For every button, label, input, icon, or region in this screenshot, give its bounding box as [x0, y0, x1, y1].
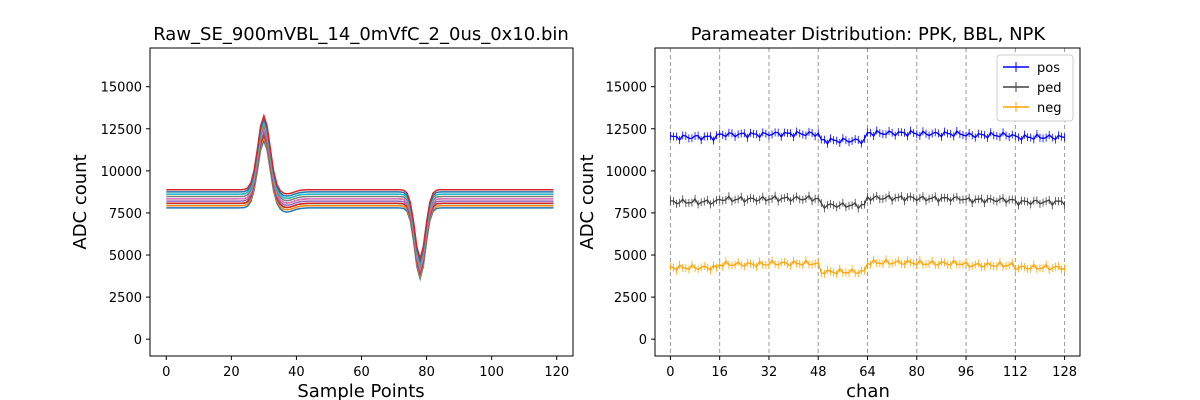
waveform-line: [166, 116, 554, 264]
plot-area: 0 20 40 60 80 100 120 0 2500 5000 7500 10000 12500 15…: [101, 47, 574, 380]
legend: pos ped neg: [996, 54, 1074, 122]
waveform-line: [166, 129, 554, 274]
waveform-line: [166, 119, 554, 267]
y-tick-label: 7500: [614, 207, 647, 222]
x-tick-label: 48: [810, 365, 827, 380]
x-tick-label: 60: [353, 365, 370, 380]
x-tick-label: 120: [544, 365, 569, 380]
y-tick-label: 2500: [614, 291, 647, 306]
waveform-line: [166, 122, 554, 269]
x-tick-label: 96: [958, 365, 975, 380]
y-tick-label: 0: [134, 333, 142, 348]
x-tick-label: 64: [859, 365, 876, 380]
x-tick-label: 16: [711, 365, 728, 380]
waveform-line: [166, 125, 554, 272]
x-tick-label: 112: [1003, 365, 1028, 380]
x-tick-label: 128: [1052, 365, 1077, 380]
x-tick-label: 100: [479, 365, 504, 380]
legend-label-ped: ped: [1037, 81, 1062, 96]
legend-label-neg: neg: [1037, 101, 1062, 116]
y-tick-label: 12500: [101, 123, 142, 138]
waveform-line: [166, 138, 554, 282]
x-tick-label: 80: [909, 365, 926, 380]
parameter-distribution-chart: Parameater Distribution: PPK, BBL, NPK c…: [577, 24, 1081, 400]
waveform-line: [166, 135, 554, 280]
chart-title: Parameater Distribution: PPK, BBL, NPK: [691, 24, 1047, 45]
chart-title: Raw_SE_900mVBL_14_0mVfC_2_0us_0x10.bin: [153, 24, 569, 45]
legend-label-pos: pos: [1037, 61, 1060, 76]
waveform-line: [166, 113, 554, 262]
waveform-line: [166, 131, 554, 277]
y-tick-label: 15000: [606, 81, 647, 96]
y-axis-label: ADC count: [577, 154, 598, 249]
raw-waveform-chart: Raw_SE_900mVBL_14_0mVfC_2_0us_0x10.bin S…: [70, 24, 574, 400]
y-tick-label: 0: [639, 333, 647, 348]
y-tick-label: 5000: [614, 249, 647, 264]
y-tick-label: 2500: [109, 291, 142, 306]
x-tick-label: 0: [666, 365, 674, 380]
pos-series-line: [670, 129, 1065, 145]
x-tick-label: 32: [761, 365, 778, 380]
legend-box: [996, 54, 1074, 122]
x-tick-label: 80: [418, 365, 435, 380]
ped-series-line: [670, 194, 1066, 210]
y-tick-label: 15000: [101, 81, 142, 96]
y-axis-label: ADC count: [70, 154, 91, 249]
y-tick-label: 12500: [606, 123, 647, 138]
y-tick-label: 5000: [109, 249, 142, 264]
x-axis-label: chan: [846, 381, 890, 400]
y-tick-label: 10000: [606, 165, 647, 180]
x-tick-label: 40: [288, 365, 305, 380]
y-tick-label: 10000: [101, 165, 142, 180]
x-tick-label: 20: [223, 365, 240, 380]
plot-area: 0 16 32 48 64 80 96 112 128 0 2500 5000 7500 10000 125…: [606, 47, 1081, 380]
y-tick-label: 7500: [109, 207, 142, 222]
x-axis-label: Sample Points: [297, 381, 424, 400]
x-tick-label: 0: [162, 365, 170, 380]
neg-series-line: [670, 258, 1065, 275]
